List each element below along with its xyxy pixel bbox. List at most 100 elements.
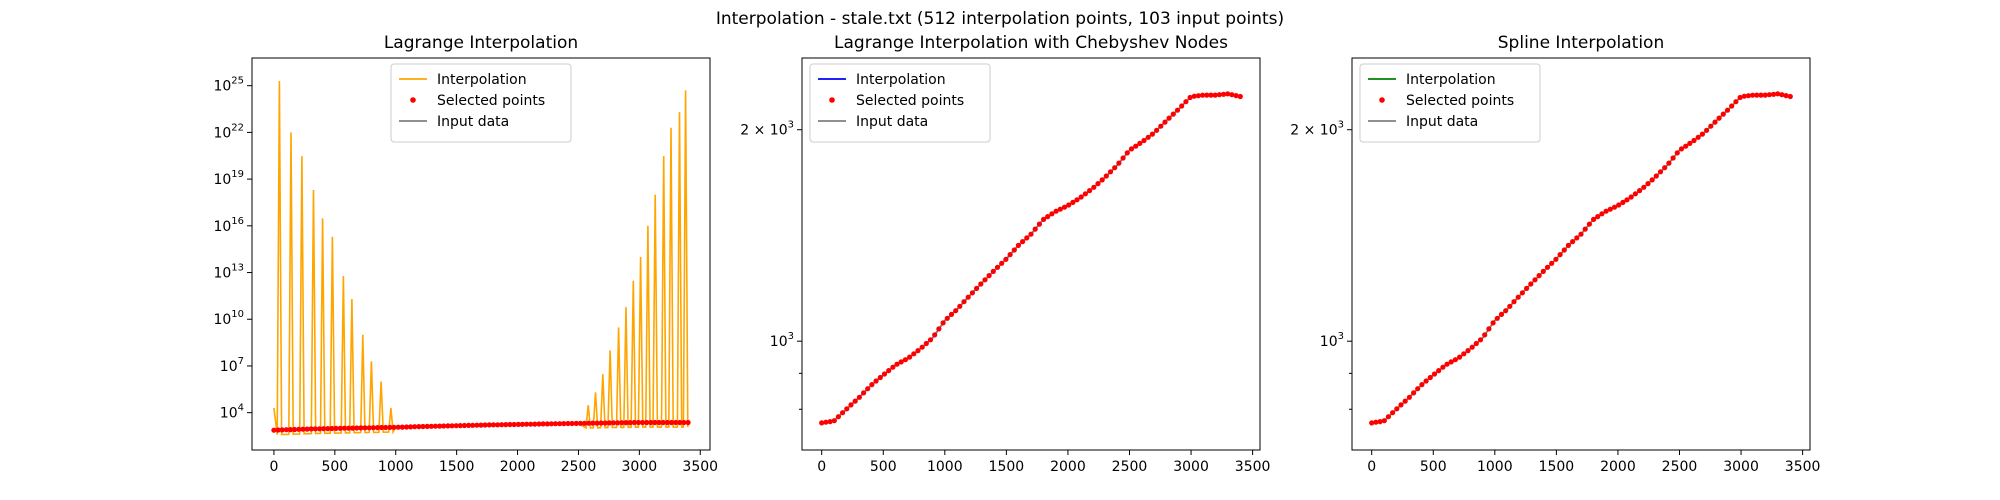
- selected-point: [648, 419, 654, 426]
- selected-point: [1653, 173, 1659, 179]
- selected-point: [936, 326, 942, 332]
- selected-point: [1519, 290, 1525, 296]
- selected-point: [1524, 285, 1530, 291]
- selected-point: [881, 371, 888, 377]
- selected-point: [457, 423, 463, 429]
- selected-point: [685, 419, 691, 426]
- y-tick-exponent: 22: [231, 122, 244, 133]
- legend-label: Input data: [856, 114, 928, 130]
- selected-point: [1095, 181, 1101, 187]
- selected-point: [1754, 92, 1760, 98]
- chart-3: Spline Interpolation 0 500 1000 1500 2000 2500…: [1290, 33, 1820, 475]
- subplot-title: Spline Interpolation: [1498, 33, 1664, 53]
- selected-point: [366, 425, 372, 431]
- selected-point: [420, 423, 426, 430]
- legend-label: Selected points: [1406, 93, 1514, 109]
- selected-point: [1704, 127, 1710, 133]
- selected-point: [1045, 214, 1051, 220]
- selected-point: [1490, 320, 1496, 326]
- selected-point: [1582, 226, 1588, 232]
- legend-label: Selected points: [856, 93, 964, 109]
- y-tick-base: 10: [213, 266, 231, 282]
- plot-area: [819, 91, 1243, 426]
- y-tick-exponent: 3: [788, 120, 794, 131]
- selected-point: [1699, 131, 1705, 137]
- selected-point: [652, 419, 658, 426]
- selected-point: [594, 420, 600, 426]
- x-tick-label: 1000: [378, 459, 414, 475]
- y-tick-base: 10: [213, 312, 231, 328]
- selected-point: [1678, 146, 1685, 152]
- selected-point: [1473, 340, 1479, 347]
- selected-point: [1465, 348, 1471, 354]
- selected-point: [1133, 143, 1139, 149]
- selected-point: [1154, 127, 1160, 133]
- selected-point: [1716, 115, 1722, 121]
- selected-point: [461, 422, 467, 429]
- plot-area: [271, 80, 691, 436]
- selected-point: [1486, 326, 1492, 332]
- y-tick-label: 2 × 103: [1290, 120, 1344, 139]
- selected-point: [561, 421, 567, 427]
- y-tick-exponent: 19: [231, 169, 244, 180]
- selected-point: [677, 419, 683, 426]
- selected-point: [1419, 382, 1425, 388]
- y-tick-exponent: 16: [231, 216, 244, 227]
- selected-point: [927, 337, 934, 343]
- selected-point: [1427, 374, 1433, 381]
- selected-point: [627, 420, 633, 426]
- selected-point: [358, 425, 364, 431]
- selected-point: [557, 421, 563, 427]
- selected-point: [961, 299, 967, 305]
- selected-point: [1733, 99, 1739, 105]
- selected-point: [953, 308, 959, 314]
- selected-point: [1750, 92, 1756, 98]
- chart-2: Lagrange Interpolation with Chebyshev No…: [740, 33, 1270, 475]
- selected-point: [623, 420, 629, 426]
- selected-point: [1511, 299, 1517, 305]
- selected-point: [1145, 134, 1151, 140]
- selected-point: [656, 419, 662, 426]
- selected-point: [379, 424, 385, 431]
- selected-point: [978, 281, 984, 287]
- selected-point: [907, 354, 913, 360]
- selected-point: [321, 426, 327, 432]
- selected-point: [1398, 402, 1404, 408]
- selected-point: [1221, 91, 1227, 97]
- selected-point: [383, 424, 389, 431]
- legend-box: [809, 63, 991, 143]
- selected-point: [1565, 242, 1571, 248]
- selected-point: [1683, 143, 1689, 149]
- selected-point: [1377, 419, 1383, 425]
- selected-point: [1578, 231, 1584, 237]
- selected-point: [1620, 199, 1626, 205]
- selected-point: [1724, 107, 1731, 113]
- selected-point: [329, 425, 335, 432]
- legend-label: Selected points: [437, 93, 545, 109]
- selected-point: [1708, 123, 1714, 129]
- legend-label: Input data: [437, 114, 509, 130]
- selected-point: [994, 264, 1001, 270]
- selected-point: [1482, 332, 1488, 338]
- selected-point: [1695, 134, 1701, 140]
- selected-point: [635, 419, 642, 426]
- y-tick-exponent: 3: [1338, 120, 1344, 131]
- y-tick-base: 10: [213, 125, 231, 141]
- selected-point: [1158, 123, 1164, 129]
- selected-point: [1758, 92, 1764, 98]
- y-tick-exponent: 7: [238, 356, 244, 367]
- selected-point: [1477, 337, 1484, 343]
- selected-point: [341, 425, 347, 431]
- selected-point: [399, 424, 405, 430]
- selected-point: [819, 420, 825, 426]
- selected-point: [1066, 202, 1072, 208]
- selected-point: [1166, 115, 1172, 121]
- selected-point: [287, 427, 294, 433]
- selected-point: [1783, 93, 1789, 99]
- y-tick-base: 10: [220, 359, 238, 375]
- selected-point: [1670, 155, 1676, 161]
- selected-point: [478, 422, 484, 428]
- selected-point: [615, 420, 621, 426]
